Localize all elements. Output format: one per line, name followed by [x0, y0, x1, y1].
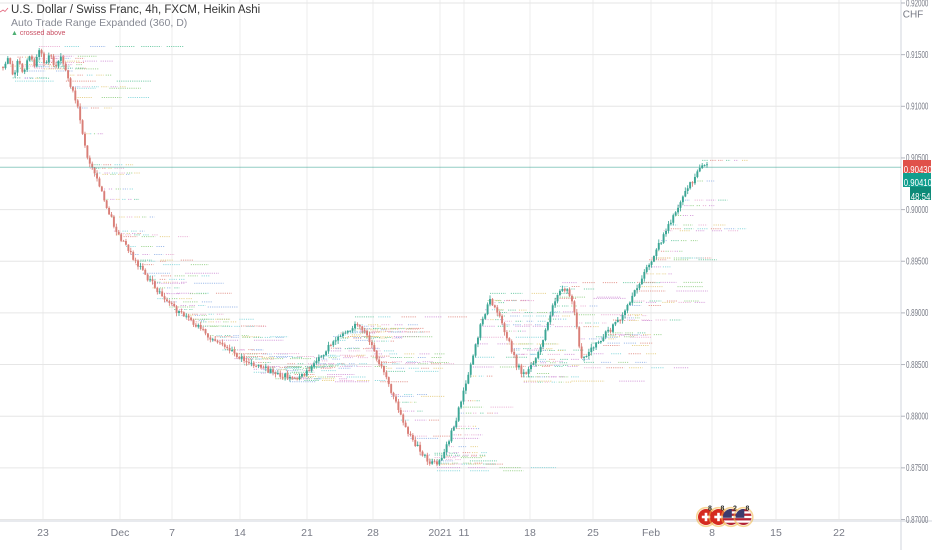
svg-text:0.88500: 0.88500 — [906, 358, 929, 370]
svg-text:7: 7 — [169, 527, 175, 539]
svg-text:CHF: CHF — [903, 10, 924, 21]
svg-text:Feb: Feb — [642, 527, 660, 539]
svg-text:11: 11 — [459, 527, 470, 539]
svg-text:28: 28 — [367, 527, 379, 539]
svg-text:21: 21 — [301, 527, 313, 539]
svg-text:0.91000: 0.91000 — [906, 100, 929, 112]
svg-text:0.90000: 0.90000 — [906, 203, 929, 215]
svg-text:0.89000: 0.89000 — [906, 307, 929, 319]
svg-text:0.89500: 0.89500 — [906, 255, 929, 267]
svg-text:8: 8 — [746, 506, 750, 513]
svg-text:23: 23 — [37, 527, 49, 539]
svg-text:14: 14 — [234, 527, 246, 539]
svg-text:0.87000: 0.87000 — [906, 513, 929, 525]
svg-text:0.88000: 0.88000 — [906, 410, 929, 422]
svg-text:0.92000: 0.92000 — [906, 0, 929, 9]
svg-text:2021: 2021 — [428, 527, 452, 539]
svg-text:15: 15 — [770, 527, 782, 539]
svg-text:0.87500: 0.87500 — [906, 462, 929, 474]
svg-text:Dec: Dec — [111, 527, 130, 539]
svg-text:18: 18 — [524, 527, 536, 539]
svg-text:0.91500: 0.91500 — [906, 48, 929, 60]
svg-text:22: 22 — [833, 527, 845, 539]
svg-text:25: 25 — [587, 527, 599, 539]
svg-text:8: 8 — [709, 527, 715, 539]
